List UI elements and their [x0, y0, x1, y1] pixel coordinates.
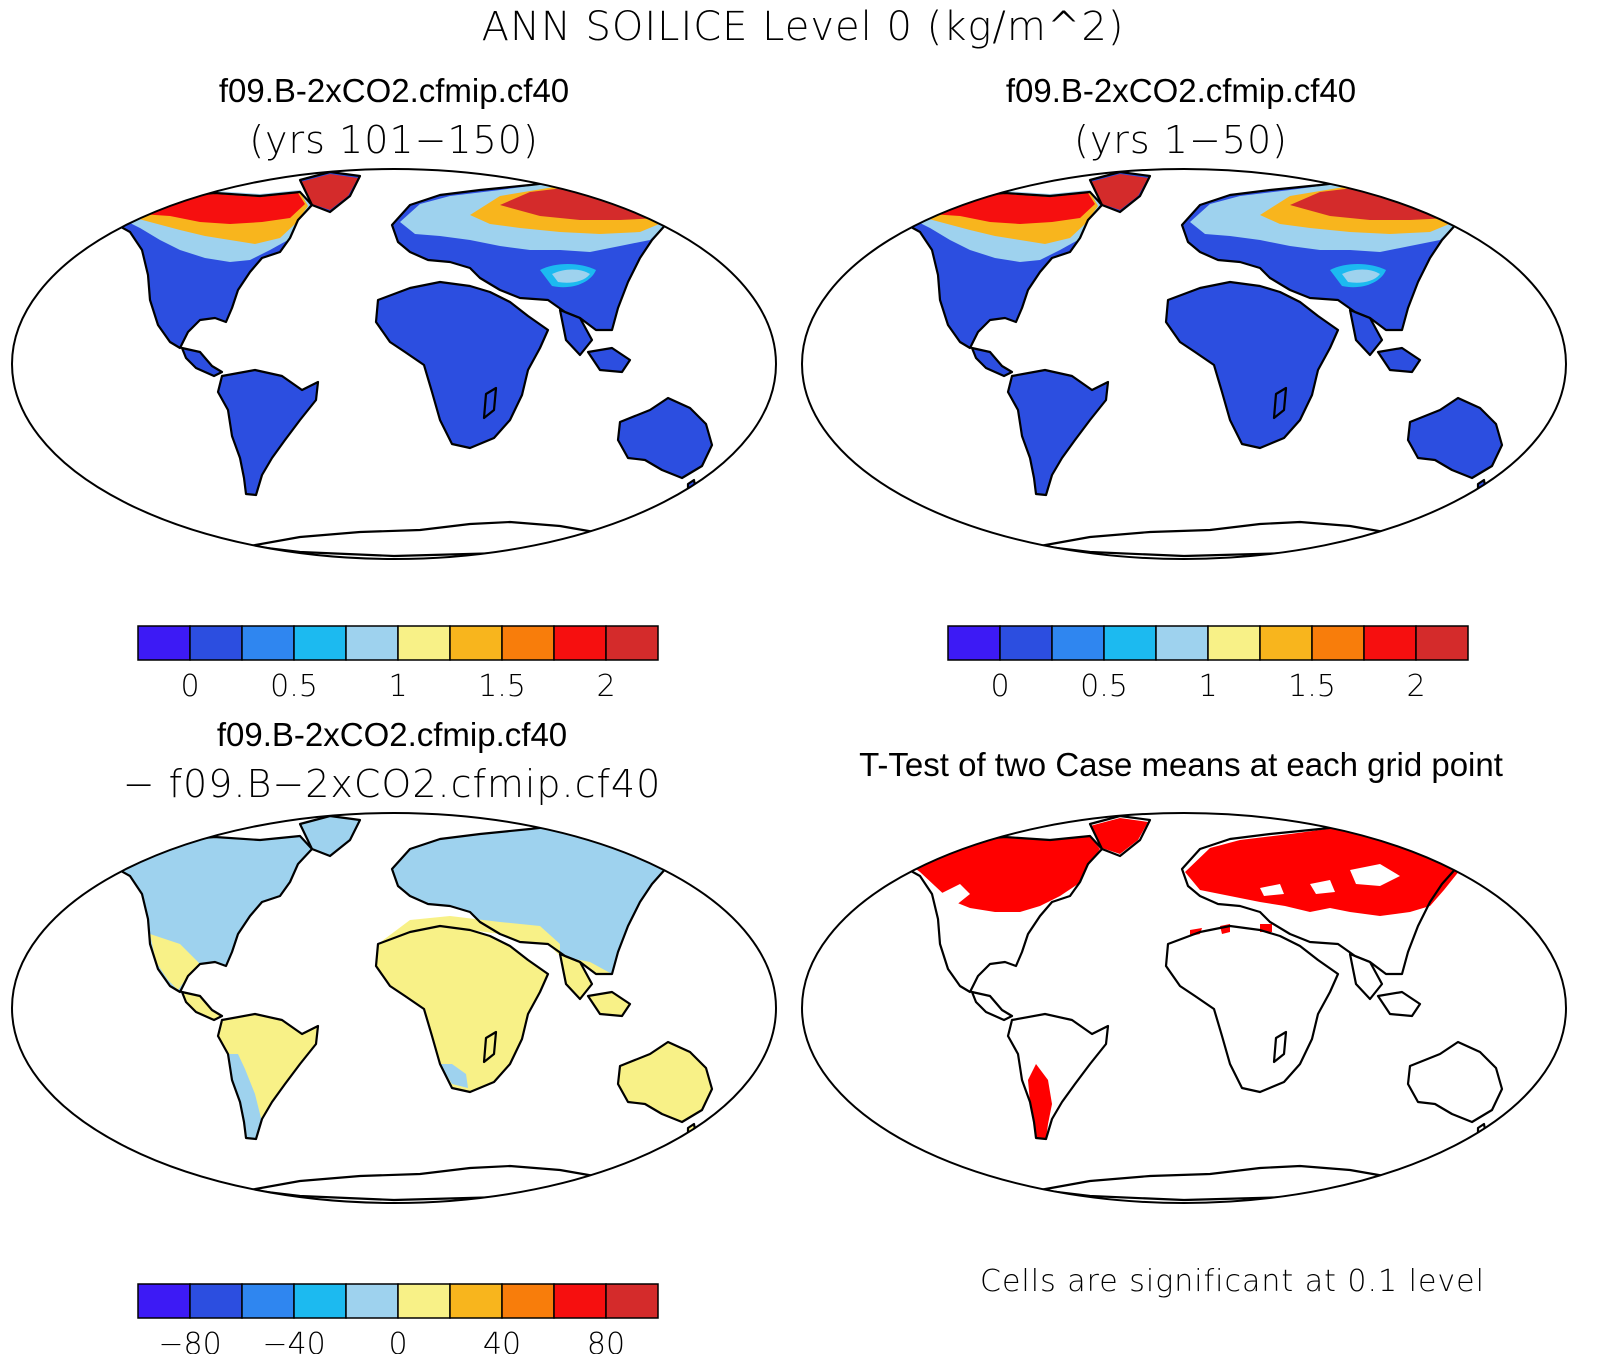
colorbar-box: [1155, 625, 1209, 661]
colorbar-box: [449, 1283, 503, 1319]
panel-3-map-border: [11, 812, 777, 1204]
colorbar-box: [553, 625, 607, 661]
colorbar-tick-label: 1: [1198, 669, 1217, 704]
panel-3-title: f09.B-2xCO2.cfmip.cf40: [216, 716, 568, 753]
panel-4-map-border: [801, 812, 1567, 1204]
colorbar-tick-label: 2: [1406, 669, 1425, 704]
colorbar-box: [553, 1283, 607, 1319]
colorbar-tick-label: 0.5: [270, 669, 318, 704]
panel-2-map: [801, 168, 1567, 560]
colorbar-box: [345, 625, 399, 661]
panel-3-map: [11, 812, 777, 1204]
panel-4-map: [801, 812, 1567, 1204]
colorbar-box: [1311, 625, 1365, 661]
colorbar-box: [1259, 625, 1313, 661]
colorbar-tick-label: 1: [388, 669, 407, 704]
colorbar-box: [345, 1283, 399, 1319]
colorbar-box: [189, 1283, 243, 1319]
panel-1-map-border: [11, 168, 777, 560]
panel-2-map-border: [801, 168, 1567, 560]
colorbar-box: [137, 1283, 191, 1319]
figure-title: ANN SOILICE Level 0 (kg/m^2): [481, 4, 1125, 50]
colorbar-tick-label: 0.5: [1080, 669, 1128, 704]
panel-1-subtitle: (yrs 101−150): [249, 118, 539, 162]
colorbar-tick-label: 0: [388, 1327, 407, 1354]
colorbar-box: [293, 1283, 347, 1319]
colorbar-tick-label: 0: [180, 669, 199, 704]
colorbar-tick-label: 1.5: [1288, 669, 1336, 704]
colorbar-box: [397, 625, 451, 661]
colorbar-box: [1415, 625, 1469, 661]
colorbar-box: [241, 1283, 295, 1319]
colorbar-tick-label: 1.5: [478, 669, 526, 704]
panel-1-title: f09.B-2xCO2.cfmip.cf40: [218, 72, 570, 109]
colorbar-tick-label: 2: [596, 669, 615, 704]
panel-3-subtitle: − f09.B−2xCO2.cfmip.cf40: [122, 762, 662, 806]
panel-2-title: f09.B-2xCO2.cfmip.cf40: [1005, 72, 1357, 109]
panel-2-subtitle: (yrs 1−50): [1073, 118, 1289, 162]
colorbar-tick-label: −80: [158, 1327, 221, 1354]
colorbar-box: [501, 625, 555, 661]
colorbar-tick-label: 0: [990, 669, 1009, 704]
colorbar-box: [501, 1283, 555, 1319]
colorbar-box: [397, 1283, 451, 1319]
colorbar-tick-label: 80: [587, 1327, 625, 1354]
colorbar-box: [1103, 625, 1157, 661]
panel-4-title: T-Test of two Case means at each grid po…: [859, 746, 1503, 783]
colorbar-box: [1207, 625, 1261, 661]
colorbar-box: [605, 625, 659, 661]
significance-note: Cells are significant at 0.1 level: [980, 1264, 1485, 1299]
colorbar-tick-label: −40: [262, 1327, 325, 1354]
colorbar-tick-label: 40: [483, 1327, 521, 1354]
colorbar-box: [605, 1283, 659, 1319]
